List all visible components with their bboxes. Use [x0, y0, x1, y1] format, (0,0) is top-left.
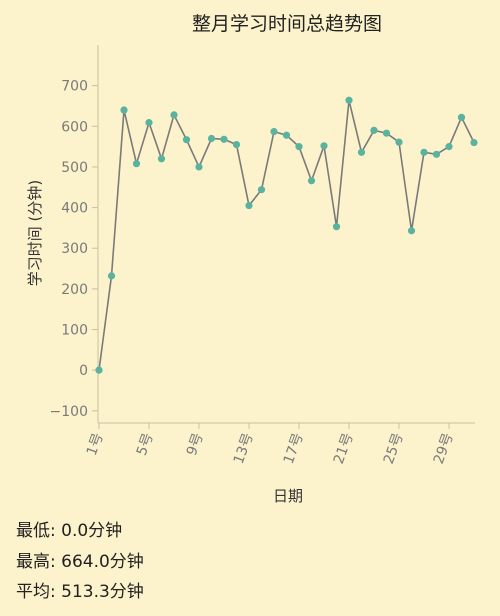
stat-avg: 平均: 513.3分钟 [16, 582, 144, 602]
x-tick-label: 25号 [381, 431, 407, 466]
data-point [157, 155, 166, 163]
data-point [407, 227, 416, 235]
x-tick-label: 17号 [281, 431, 307, 466]
stat-min: 最低: 0.0分钟 [16, 521, 123, 541]
chart-title: 整月学习时间总趋势图 [192, 13, 382, 35]
data-point [457, 113, 466, 121]
y-tick-label: 100 [61, 323, 88, 339]
data-point [470, 138, 478, 147]
x-tick-label: 5号 [134, 431, 157, 458]
x-tick-label: 21号 [331, 431, 357, 466]
y-axis: −100 0 100 200 300 400 500 600 700 [50, 45, 99, 423]
data-point [345, 96, 353, 104]
data-point [370, 126, 378, 134]
series-line [95, 96, 478, 374]
y-tick-label: 700 [61, 79, 88, 95]
data-point [382, 129, 391, 137]
data-point [195, 163, 203, 171]
data-point [282, 131, 291, 139]
data-point [332, 223, 341, 231]
data-point [132, 160, 141, 168]
data-point [257, 186, 266, 194]
data-point [420, 148, 428, 156]
data-point [445, 143, 453, 151]
series-path [98, 100, 475, 371]
y-tick-label: 600 [61, 119, 88, 135]
stat-max: 最高: 664.0分钟 [16, 551, 144, 572]
data-point [320, 142, 328, 150]
data-point [395, 138, 403, 146]
data-point [170, 111, 178, 119]
y-axis-label: 学习时间 (分钟) [26, 180, 44, 286]
data-point [145, 119, 153, 127]
stats-panel: 最低: 0.0分钟 最高: 664.0分钟 平均: 513.3分钟 [16, 516, 144, 608]
x-tick-label: 13号 [231, 431, 257, 466]
x-tick-label: 1号 [84, 431, 107, 458]
x-tick-label: 9号 [184, 431, 207, 458]
x-tick-label: 29号 [431, 431, 457, 466]
data-point [107, 272, 116, 280]
trend-chart: 整月学习时间总趋势图 −100 0 100 200 300 400 500 600 700 1号… [26, 13, 478, 505]
data-point [270, 127, 278, 136]
y-tick-label: 400 [61, 201, 88, 217]
data-point [220, 135, 228, 143]
data-point [182, 136, 191, 144]
x-axis: 1号 5号 9号 13号 17号 21号 25号 29号 [84, 422, 475, 466]
data-point [95, 366, 103, 374]
data-point [307, 177, 316, 185]
data-point [432, 150, 441, 158]
y-tick-label: 500 [61, 160, 88, 176]
data-point [245, 201, 253, 210]
y-tick-label: 200 [61, 282, 88, 298]
data-point [120, 106, 128, 114]
y-tick-label: 0 [79, 363, 88, 379]
data-point [295, 143, 303, 151]
data-point [232, 140, 241, 149]
data-point [357, 148, 366, 156]
y-tick-label: −100 [50, 404, 88, 420]
x-axis-label: 日期 [273, 487, 303, 505]
y-tick-label: 300 [61, 241, 88, 257]
data-point [207, 134, 216, 143]
